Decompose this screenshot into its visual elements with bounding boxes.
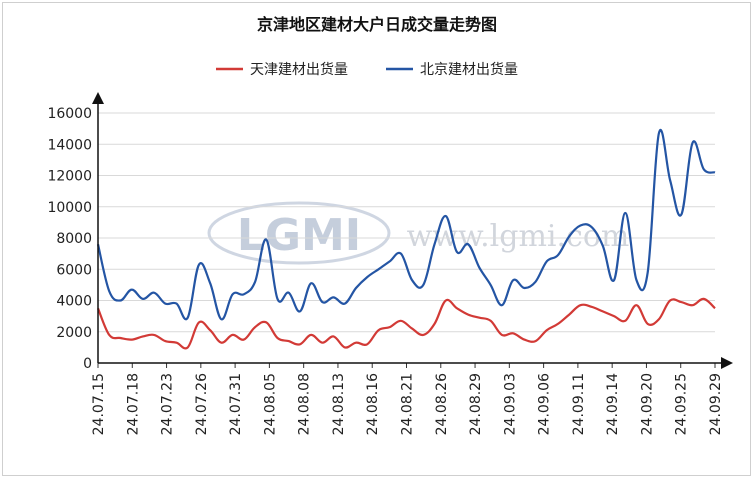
x-tick-label: 24.08.13 (331, 373, 347, 435)
y-tick-label: 12000 (47, 169, 92, 185)
x-tick-label: 24.09.14 (605, 373, 621, 435)
x-tick-label: 24.07.23 (160, 373, 176, 435)
watermark-url: www.lgmi.com (407, 219, 630, 254)
y-tick-label: 16000 (47, 106, 92, 122)
x-tick-label: 24.09.11 (571, 373, 587, 435)
series-line-1[interactable] (96, 129, 716, 321)
x-tick-label: 24.09.03 (502, 373, 518, 435)
y-tick-label: 2000 (56, 325, 92, 341)
legend-label-beijing: 北京建材出货量 (420, 61, 518, 78)
axes (92, 92, 733, 369)
watermark: LGMI www.lgmi.com (207, 201, 630, 265)
x-axis-ticks: 24.07.15 24.07.18 24.07.23 24.07.26 24.07.31… (91, 363, 724, 435)
x-tick-label: 24.09.20 (639, 373, 655, 435)
x-tick-label: 24.08.05 (262, 373, 278, 435)
legend: 天津建材出货量 北京建材出货量 (216, 61, 518, 78)
x-tick-label: 24.08.16 (365, 373, 381, 435)
line-chart: 京津地区建材大户日成交量走势图 天津建材出货量 北京建材出货量 LGMI www… (47, 15, 733, 435)
x-tick-label: 24.07.31 (228, 373, 244, 435)
legend-label-tianjin: 天津建材出货量 (250, 61, 348, 78)
legend-item-tianjin[interactable]: 天津建材出货量 (216, 61, 348, 78)
y-tick-label: 0 (83, 356, 92, 372)
chart-title: 京津地区建材大户日成交量走势图 (257, 15, 497, 34)
x-tick-label: 24.09.25 (674, 373, 690, 435)
y-tick-label: 4000 (56, 294, 92, 310)
watermark-logo: LGMI (237, 210, 361, 261)
watermark-ring (207, 201, 391, 265)
x-tick-label: 24.08.08 (297, 373, 313, 435)
chart-frame: 京津地区建材大户日成交量走势图 天津建材出货量 北京建材出货量 LGMI www… (2, 2, 751, 476)
x-tick-label: 24.07.18 (125, 373, 141, 435)
y-tick-label: 8000 (56, 231, 92, 247)
series-line-0[interactable] (96, 297, 716, 350)
x-tick-label: 24.07.26 (194, 373, 210, 435)
legend-item-beijing[interactable]: 北京建材出货量 (386, 61, 518, 78)
x-axis-arrow (721, 357, 733, 369)
series-layer (96, 129, 716, 350)
y-tick-label: 10000 (47, 200, 92, 216)
grid-lines (98, 112, 715, 333)
y-tick-label: 6000 (56, 262, 92, 278)
x-tick-label: 24.09.29 (708, 373, 724, 435)
x-tick-label: 24.08.29 (468, 373, 484, 435)
x-tick-label: 24.08.26 (434, 373, 450, 435)
x-tick-label: 24.09.06 (537, 373, 553, 435)
y-axis-ticks: 0 2000 4000 6000 8000 10000 12000 14000 16000 (47, 106, 92, 372)
y-tick-label: 14000 (47, 137, 92, 153)
x-tick-label: 24.08.21 (400, 373, 416, 435)
y-axis-arrow (92, 92, 104, 104)
x-tick-label: 24.07.15 (91, 373, 107, 435)
